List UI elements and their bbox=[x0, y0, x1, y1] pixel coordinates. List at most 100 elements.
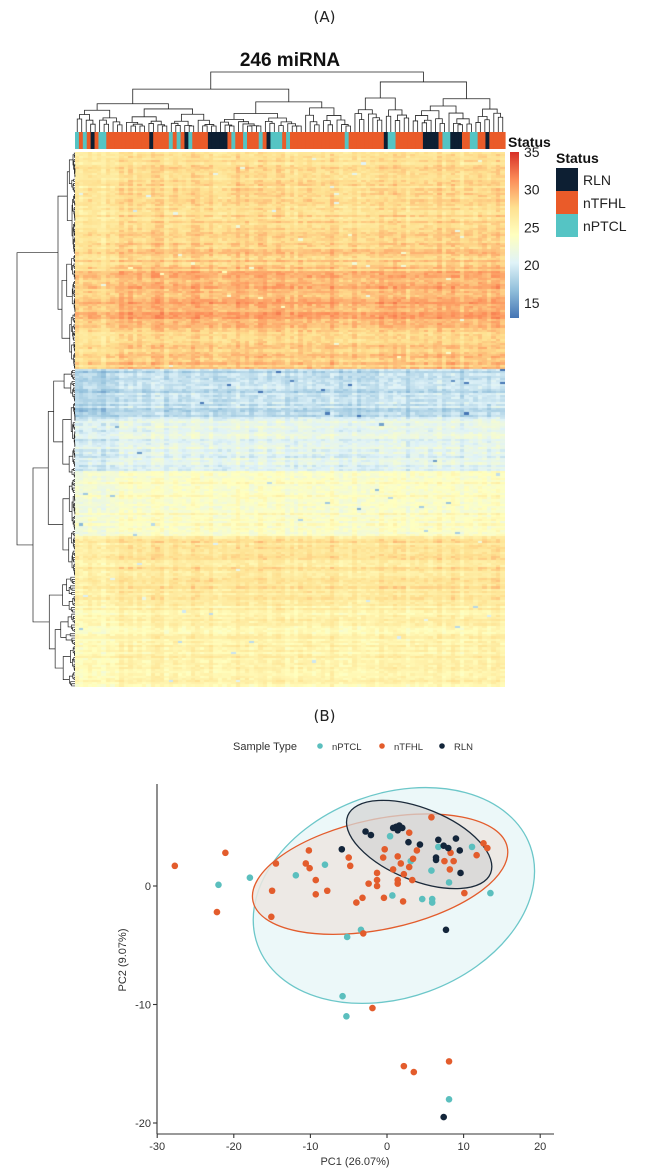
legend-label: RLN bbox=[454, 742, 473, 753]
colorbar-tick: 20 bbox=[524, 257, 540, 273]
point-ntfhl bbox=[450, 857, 457, 865]
point-rln bbox=[367, 831, 375, 839]
data-points bbox=[171, 813, 494, 1121]
point-ntfhl bbox=[399, 898, 407, 905]
point-nptcl bbox=[343, 933, 351, 941]
row-dendrogram bbox=[16, 152, 76, 687]
x-tick-label: -10 bbox=[302, 1141, 318, 1153]
point-ntfhl bbox=[413, 847, 421, 854]
point-ntfhl bbox=[441, 857, 448, 865]
point-rln bbox=[435, 836, 442, 844]
point-ntfhl bbox=[400, 870, 408, 878]
point-ntfhl bbox=[373, 876, 381, 884]
point-rln bbox=[416, 841, 424, 848]
point-ntfhl bbox=[394, 853, 402, 860]
point-rln bbox=[394, 827, 402, 834]
point-ntfhl bbox=[379, 854, 387, 861]
point-nptcl bbox=[215, 881, 222, 889]
point-ntfhl bbox=[365, 880, 372, 887]
point-nptcl bbox=[246, 874, 254, 882]
heatmap-grid bbox=[75, 152, 505, 687]
point-nptcl bbox=[428, 899, 436, 906]
point-ntfhl bbox=[445, 1058, 453, 1065]
pca-scatter-plot: Sample Type nPTCL nTFHL RLN -30 -20 -10 0 10 20 0 -… bbox=[117, 741, 554, 1168]
point-nptcl bbox=[428, 867, 435, 874]
status-legend-label: nTFHL bbox=[583, 195, 626, 211]
point-rln bbox=[362, 828, 369, 835]
point-nptcl bbox=[292, 872, 300, 879]
point-rln bbox=[442, 926, 450, 934]
point-ntfhl bbox=[346, 862, 354, 870]
point-ntfhl bbox=[409, 855, 417, 863]
status-legend-title: Status bbox=[556, 150, 599, 166]
colorbar-tick: 25 bbox=[524, 219, 540, 235]
point-ntfhl bbox=[394, 880, 402, 887]
y-tick-label: 0 bbox=[145, 881, 151, 893]
point-nptcl bbox=[389, 892, 396, 899]
x-tick-label: 0 bbox=[384, 1141, 390, 1153]
annotation-label: Status bbox=[508, 134, 551, 150]
point-ntfhl bbox=[353, 899, 360, 906]
legend-marker bbox=[379, 743, 385, 749]
column-dendrogram bbox=[76, 71, 504, 132]
column-annotation-bar bbox=[75, 132, 506, 149]
point-ntfhl bbox=[373, 882, 381, 890]
point-ntfhl bbox=[222, 849, 229, 857]
legend-marker bbox=[317, 743, 323, 749]
x-tick-label: -20 bbox=[226, 1141, 242, 1153]
colorbar-tick: 30 bbox=[524, 182, 540, 198]
point-nptcl bbox=[418, 895, 426, 903]
point-nptcl bbox=[487, 889, 494, 897]
x-tick-label: -30 bbox=[149, 1141, 165, 1153]
legend-label: nPTCL bbox=[332, 742, 362, 753]
point-nptcl bbox=[321, 861, 329, 868]
point-ntfhl bbox=[369, 1004, 376, 1012]
point-ntfhl bbox=[268, 913, 275, 921]
point-ntfhl bbox=[302, 860, 310, 867]
x-axis-label: PC1 (26.07%) bbox=[320, 1156, 389, 1168]
y-axis-label: PC2 (9.07%) bbox=[117, 929, 129, 992]
point-nptcl bbox=[435, 843, 442, 851]
point-ntfhl bbox=[400, 1062, 408, 1070]
point-rln bbox=[432, 856, 440, 864]
point-nptcl bbox=[468, 843, 476, 851]
point-nptcl bbox=[445, 879, 453, 886]
point-nptcl bbox=[339, 992, 346, 1000]
colorbar-tick: 15 bbox=[524, 295, 540, 311]
colorbar: 35 30 25 20 15 bbox=[510, 144, 540, 318]
x-tick-label: 10 bbox=[457, 1141, 469, 1153]
point-rln bbox=[440, 1113, 447, 1121]
point-ntfhl bbox=[373, 869, 381, 877]
x-tick-label: 20 bbox=[534, 1141, 546, 1153]
legend-label: nTFHL bbox=[394, 742, 423, 753]
point-ntfhl bbox=[345, 854, 353, 861]
axes bbox=[153, 784, 554, 1138]
point-ntfhl bbox=[389, 866, 397, 873]
point-ntfhl bbox=[484, 844, 491, 852]
point-rln bbox=[457, 869, 464, 877]
point-rln bbox=[405, 838, 412, 846]
status-legend-swatch bbox=[556, 214, 578, 237]
status-legend-label: nPTCL bbox=[583, 218, 627, 234]
point-nptcl bbox=[445, 1096, 453, 1103]
point-ntfhl bbox=[359, 930, 367, 937]
point-ntfhl bbox=[213, 908, 221, 916]
heatmap-title: 246 miRNA bbox=[239, 50, 341, 71]
point-nptcl bbox=[386, 832, 394, 840]
point-ntfhl bbox=[405, 829, 413, 836]
point-rln bbox=[444, 844, 452, 852]
point-ntfhl bbox=[268, 887, 276, 895]
point-ntfhl bbox=[405, 863, 413, 871]
point-ntfhl bbox=[461, 889, 468, 897]
status-legend-swatch bbox=[556, 191, 578, 214]
point-ntfhl bbox=[323, 887, 331, 895]
status-legend-label: RLN bbox=[583, 172, 611, 188]
status-legend-swatch bbox=[556, 168, 578, 191]
point-nptcl bbox=[343, 1013, 350, 1020]
y-tick-label: -20 bbox=[135, 1118, 151, 1130]
point-rln bbox=[338, 845, 346, 853]
panel-a-label: (A) bbox=[313, 8, 336, 26]
y-tick-label: -10 bbox=[135, 1000, 151, 1012]
point-ntfhl bbox=[473, 851, 480, 859]
